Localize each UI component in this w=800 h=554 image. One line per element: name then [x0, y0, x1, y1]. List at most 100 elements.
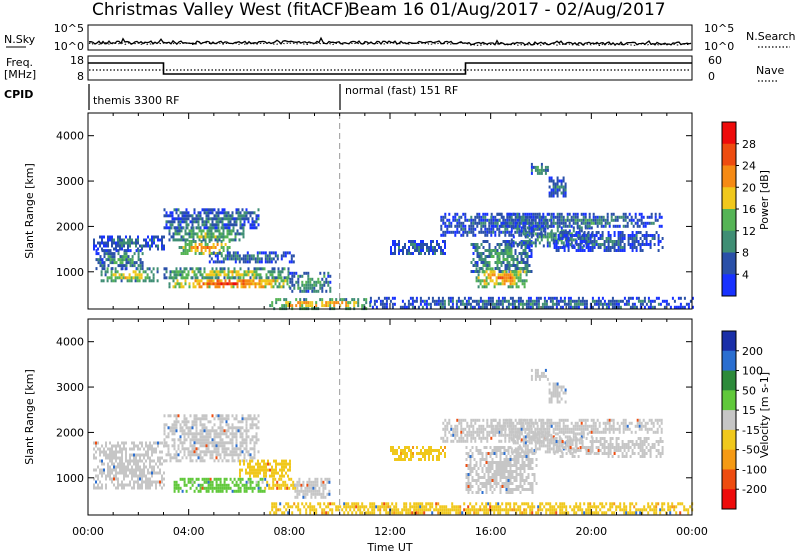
velocity-yticks: 1000 2000 3000 4000	[56, 336, 692, 485]
power-colorbar-tick: 24	[742, 160, 756, 173]
x-tick-label: 00:00	[72, 525, 104, 538]
x-tick-label: 08:00	[273, 525, 305, 538]
nave-label: Nave	[756, 64, 784, 77]
velocity-colorbar-tick: 200	[742, 345, 763, 358]
freq-panel: Freq. [MHz] 18 8 60 0 Nave	[4, 54, 784, 83]
velocity-ylabel: Slant Range [km]	[23, 369, 36, 465]
nsky-trace	[88, 36, 692, 46]
velocity-region-9	[465, 446, 538, 494]
velocity-ytick-label: 2000	[56, 426, 84, 439]
nsky-tick-bottom: 10^0	[54, 40, 84, 53]
power-region-3	[163, 208, 260, 230]
cpid-label: CPID	[4, 88, 33, 101]
velocity-colorbar-bin	[722, 449, 736, 470]
x-tick-label: 12:00	[374, 525, 406, 538]
velocity-colorbar-tick: -100	[742, 463, 767, 476]
power-region-9	[289, 271, 332, 293]
nsearch-tick-bottom: 10^0	[704, 40, 734, 53]
velocity-colorbar-bin	[722, 390, 736, 411]
velocity-ytick-label: 1000	[56, 472, 84, 485]
power-region-16	[530, 162, 549, 175]
velocity-colorbar-bin	[722, 331, 736, 352]
freq-tick-top: 18	[70, 54, 84, 67]
cpid-panel: CPID themis 3300 RF normal (fast) 151 RF	[4, 84, 458, 110]
nsky-tick-top: 10^5	[54, 22, 84, 35]
velocity-region-0	[93, 441, 165, 490]
velocity-region-1	[163, 414, 260, 463]
power-ytick-label: 1000	[56, 266, 84, 279]
velocity-region-3	[264, 477, 297, 490]
velocity-colorbar-tick: -15	[742, 424, 760, 437]
power-ylabel: Slant Range [km]	[23, 163, 36, 259]
power-ytick-label: 4000	[56, 130, 84, 143]
velocity-region-12	[548, 382, 567, 404]
velocity-xticks	[87, 319, 693, 515]
power-xticks	[87, 113, 693, 309]
freq-tick-bottom: 8	[77, 70, 84, 83]
power-cells	[93, 162, 694, 311]
velocity-colorbar-bin	[722, 429, 736, 451]
x-tick-label: 16:00	[475, 525, 507, 538]
cpid-mode-1: normal (fast) 151 RF	[345, 84, 458, 97]
velocity-colorbar-bin	[722, 469, 736, 490]
x-axis-title: Time UT	[366, 541, 412, 554]
power-colorbar-label: Power [dB]	[758, 170, 771, 230]
freq-label-bottom: [MHz]	[4, 68, 36, 81]
velocity-ytick-label: 4000	[56, 336, 84, 349]
power-colorbar-bin	[722, 274, 736, 297]
power-region-19	[490, 212, 663, 228]
power-colorbar: 4 8 12 16 20 24 28	[721, 121, 756, 297]
power-colorbar-bin	[722, 143, 736, 166]
freq-label-top: Freq.	[6, 56, 33, 69]
velocity-colorbar-bin	[722, 370, 736, 391]
velocity-colorbar-tick: 15	[742, 404, 756, 417]
velocity-region-7	[390, 446, 446, 461]
power-colorbar-tick: 4	[742, 268, 749, 281]
power-plot-bg	[88, 113, 692, 309]
power-region-8	[168, 276, 291, 289]
velocity-xticklabels: 00:00 04:00 08:00 12:00 16:00 20:00 00:00	[72, 525, 708, 538]
power-colorbar-tick: 16	[742, 203, 756, 216]
velocity-colorbar-label: Velocity [m s-1]	[758, 372, 771, 458]
power-colorbar-tick: 20	[742, 181, 756, 194]
power-colorbar-tick: 28	[742, 138, 756, 151]
power-ytick-label: 3000	[56, 175, 84, 188]
x-tick-label: 04:00	[173, 525, 205, 538]
power-region-18	[548, 176, 567, 198]
power-region-0	[93, 235, 165, 251]
power-colorbar-bin	[722, 165, 736, 188]
freq-trace	[88, 62, 692, 75]
power-region-4	[168, 226, 245, 242]
power-colorbar-bin	[722, 122, 736, 145]
velocity-panel: 1000 2000 3000 4000 00:00 04:00 08:00 12:00 16:…	[23, 318, 771, 538]
power-region-20	[553, 231, 664, 252]
velocity-region-4	[239, 459, 291, 478]
velocity-colorbar-bin	[722, 350, 736, 372]
nsearch-trace	[88, 41, 692, 47]
velocity-region-5	[294, 477, 331, 499]
power-colorbar-bin	[722, 252, 736, 275]
nsky-label: N.Sky	[4, 33, 36, 46]
nave-tick-top: 60	[708, 54, 722, 67]
velocity-region-10	[530, 368, 549, 381]
power-colorbar-bin	[722, 187, 736, 210]
power-panel: 1000 2000 3000 4000 Slant Range [km] 4 8 12 16…	[23, 112, 771, 311]
beam-title: Beam 16 01/Aug/2017 - 02/Aug/2017	[348, 0, 666, 20]
power-colorbar-bin	[722, 230, 736, 253]
velocity-colorbar: 200 100 50 15 -15 -50 -100 -200	[721, 330, 767, 510]
velocity-region-2	[173, 477, 266, 493]
velocity-colorbar-tick: 100	[742, 365, 763, 378]
power-region-11	[369, 296, 694, 309]
nsearch-tick-top: 10^5	[704, 22, 734, 35]
velocity-colorbar-bin	[722, 410, 736, 431]
velocity-ytick-label: 3000	[56, 381, 84, 394]
velocity-colorbar-tick: -50	[742, 444, 760, 457]
velocity-region-13	[490, 418, 663, 434]
velocity-colorbar-tick: -200	[742, 483, 767, 496]
cpid-mode-0: themis 3300 RF	[93, 94, 180, 107]
power-region-6	[208, 251, 295, 264]
velocity-colorbar-bin	[722, 489, 736, 510]
velocity-cells	[93, 368, 694, 515]
nave-tick-bottom: 0	[708, 70, 715, 83]
